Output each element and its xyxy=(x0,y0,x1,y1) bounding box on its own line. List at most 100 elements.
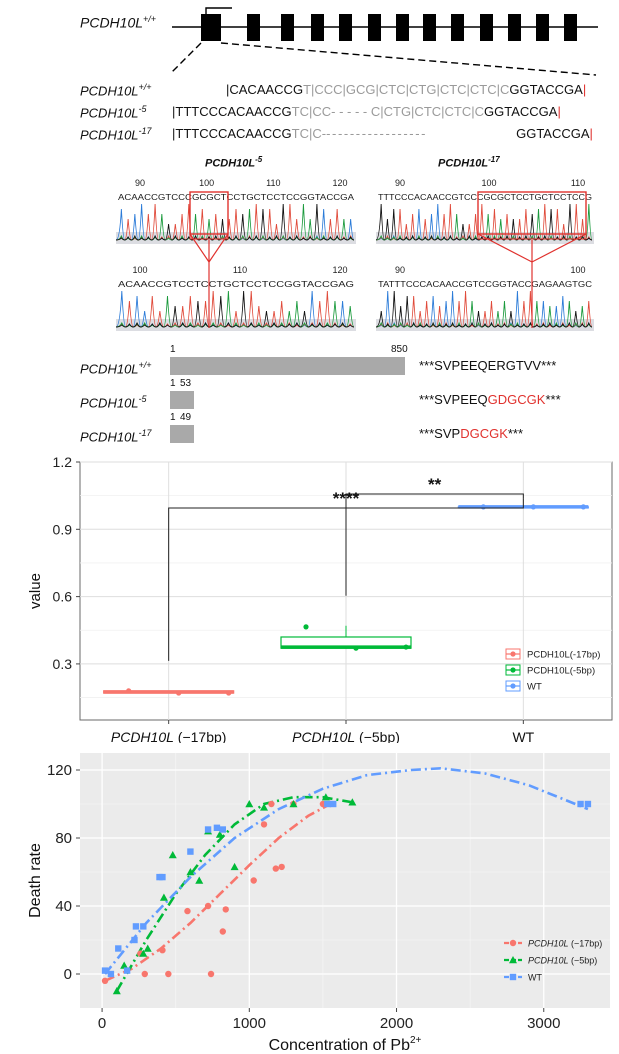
trace-title-left-name: PCDH10L xyxy=(205,157,256,170)
data-point xyxy=(123,967,131,974)
exon-6 xyxy=(368,14,381,41)
data-point xyxy=(168,851,177,859)
trace-position-tick: 110 xyxy=(233,265,247,275)
y-axis-label: Death rate xyxy=(27,843,44,918)
data-point xyxy=(272,865,280,872)
x-tick-italic: PCDH10L xyxy=(292,729,355,743)
gene-name: PCDH10L xyxy=(80,14,144,31)
box-data-point xyxy=(530,504,536,510)
protein-seq-tail: *** xyxy=(545,392,561,407)
box-data-point xyxy=(126,688,132,694)
legend-label-rest: (−5bp) xyxy=(569,956,598,966)
legend-key-point xyxy=(510,667,516,673)
protein-end: 850 xyxy=(391,344,408,355)
protein-seq-normal: ***SVPEEQ xyxy=(419,392,488,407)
legend-label: PCDH10L(-17bp) xyxy=(527,650,600,661)
data-point xyxy=(348,798,357,806)
trace-signal-T xyxy=(375,290,593,328)
protein-end: 49 xyxy=(180,412,192,423)
alignment-gene-name: PCDH10L xyxy=(80,127,139,143)
exon-9 xyxy=(451,14,464,41)
data-point xyxy=(207,970,215,978)
fit-curve xyxy=(115,795,353,992)
data-point xyxy=(260,803,269,811)
protein-bar xyxy=(170,425,194,443)
alignment-label: PCDH10L-5 xyxy=(80,104,147,120)
data-point xyxy=(324,800,331,808)
trace-position-tick: 90 xyxy=(395,178,405,188)
fit-curve xyxy=(104,802,331,982)
mutation-bracket xyxy=(477,233,587,240)
alignment-sequence: |TTTCCCACAACCGTC|C-- - - - - - - - - - -… xyxy=(172,126,593,141)
legend-label: WT xyxy=(527,682,542,693)
alignment-sequence: |TTTCCCACAACCGTC|CC- - - - - C|CTG|CTC|C… xyxy=(172,104,561,119)
data-point xyxy=(321,793,330,801)
protein-start: 1 xyxy=(170,344,176,355)
data-point xyxy=(107,970,115,978)
data-point xyxy=(577,800,584,808)
data-point xyxy=(278,863,285,871)
box-data-point xyxy=(580,504,586,510)
trace-position-tick: 110 xyxy=(266,178,280,188)
sequence-segment: TC|C- xyxy=(291,126,327,141)
scatter-plot-chart: 0 1000 2000 3000 0 40 80 120 Concentration of Pb… xyxy=(27,753,610,1054)
data-point xyxy=(159,873,166,881)
data-point xyxy=(195,876,204,884)
data-point xyxy=(250,877,257,884)
alignment-label: PCDH10L+/+ xyxy=(80,82,152,98)
data-point xyxy=(230,862,239,871)
x-tick-rest: (−5bp) xyxy=(355,729,400,743)
sequence-segment: GGTACCGA xyxy=(484,104,558,119)
x-tick-label: PCDH10L (−5bp) xyxy=(292,729,400,743)
alignment-genotype: +/+ xyxy=(138,82,152,92)
scatter-panel xyxy=(80,753,610,1008)
significance-label: **** xyxy=(333,489,360,508)
sequence-segment: | xyxy=(557,104,561,119)
trace-position-tick: 90 xyxy=(135,178,145,188)
legend-key-point xyxy=(510,651,516,657)
data-point xyxy=(140,923,147,930)
protein-sequence: ***SVPEEQGDGCGK*** xyxy=(419,392,561,407)
protein-seq-normal: ***SVP xyxy=(419,426,461,441)
protein-seq-mutant: GDGCGK xyxy=(487,392,546,407)
data-point xyxy=(268,800,275,808)
exon-11 xyxy=(508,14,521,41)
trace-base-calls: TATTTCCCACAACCGTCCGGTACCGAGAAGTGC xyxy=(378,280,592,289)
protein-label: PCDH10L+/+ xyxy=(80,360,152,376)
y-tick-label: 0.3 xyxy=(53,656,73,672)
trace-base-calls: ACAACCGTCCCGCGCTCCTGCTCCTCCGGTACCGA xyxy=(118,193,355,202)
y-axis-label: value xyxy=(27,573,44,609)
genotype-sup: +/+ xyxy=(143,14,157,24)
data-point xyxy=(141,970,148,978)
alignment-sequence: |CACAACCGT|CCC|GCG|CTC|CTG|CTC|CTC|CGGTA… xyxy=(226,82,586,97)
protein-genotype: +/+ xyxy=(138,360,152,370)
zoom-line-left xyxy=(171,42,202,73)
trace-position-tick: 100 xyxy=(481,178,496,188)
significance-bracket xyxy=(345,493,524,596)
y-tick-label: 0.6 xyxy=(53,589,73,605)
x-tick-label: 2000 xyxy=(380,1015,413,1032)
exon-3 xyxy=(281,14,294,41)
sequence-segment: | xyxy=(589,126,593,141)
y-tick-label: 40 xyxy=(55,898,72,915)
data-point xyxy=(159,947,166,954)
exon-5 xyxy=(339,14,352,41)
significance-label: ** xyxy=(428,475,442,494)
trace-title-right-sup: -17 xyxy=(488,155,500,164)
trace-base-calls: TTTCCCACAACCGTCCCGCGCTCCTGCTCCTCCG xyxy=(378,193,592,202)
data-point xyxy=(187,848,194,855)
legend-label-italic: PCDH10L xyxy=(528,939,569,949)
trace-position-tick: 100 xyxy=(132,265,147,275)
protein-genotype: -17 xyxy=(138,428,152,438)
alignment-genotype: -5 xyxy=(138,104,147,114)
gene-structure-diagram xyxy=(171,7,598,76)
trace-signal-T xyxy=(375,203,593,241)
data-point xyxy=(115,945,122,952)
data-point xyxy=(245,800,254,808)
data-point xyxy=(132,923,140,930)
x-axis-label: Concentration of Pb2+ xyxy=(269,1035,422,1054)
y-tick-label: 120 xyxy=(47,762,72,779)
box-data-point xyxy=(480,504,486,510)
y-tick-label: 80 xyxy=(55,830,72,847)
protein-gene-name: PCDH10L xyxy=(80,395,139,411)
